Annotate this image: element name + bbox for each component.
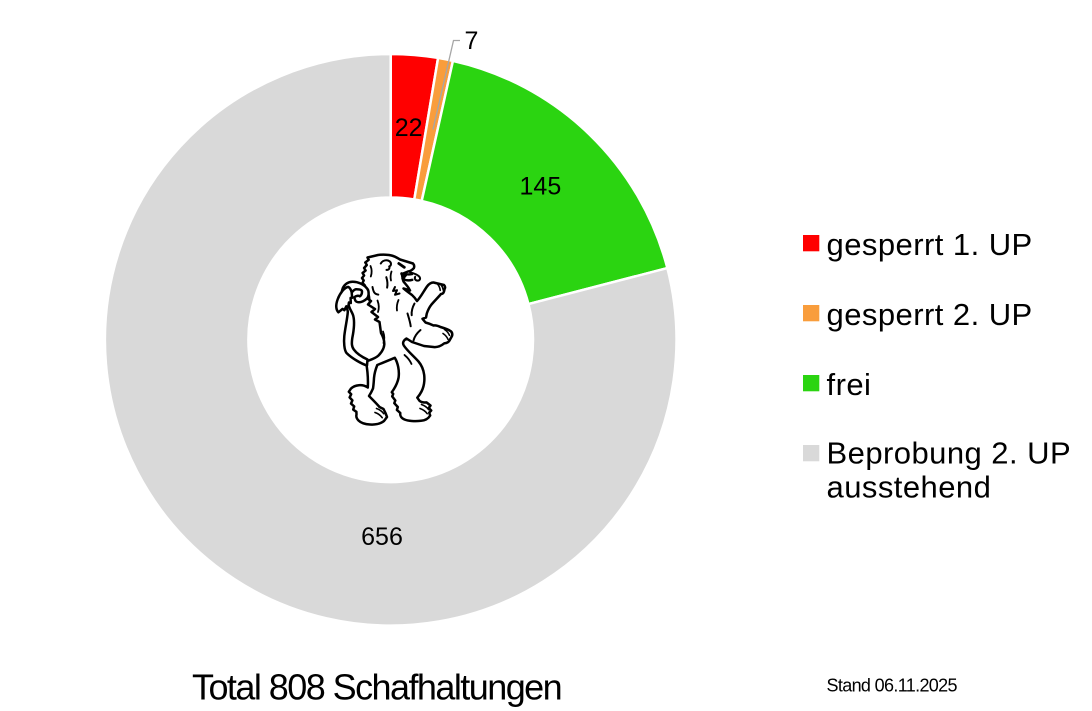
svg-text:656: 656 <box>361 523 403 551</box>
svg-text:frei: frei <box>827 367 872 402</box>
svg-text:145: 145 <box>520 173 562 201</box>
svg-text:gesperrt 1. UP: gesperrt 1. UP <box>827 227 1033 262</box>
svg-text:7: 7 <box>465 27 479 55</box>
svg-text:Beprobung 2. UP: Beprobung 2. UP <box>827 436 1072 471</box>
svg-text:ausstehend: ausstehend <box>827 470 992 505</box>
svg-text:gesperrt 2. UP: gesperrt 2. UP <box>827 297 1033 332</box>
svg-text:22: 22 <box>395 114 423 142</box>
svg-text:Total 808 Schafhaltungen: Total 808 Schafhaltungen <box>192 667 561 708</box>
svg-text:Stand 06.11.2025: Stand 06.11.2025 <box>827 676 958 696</box>
